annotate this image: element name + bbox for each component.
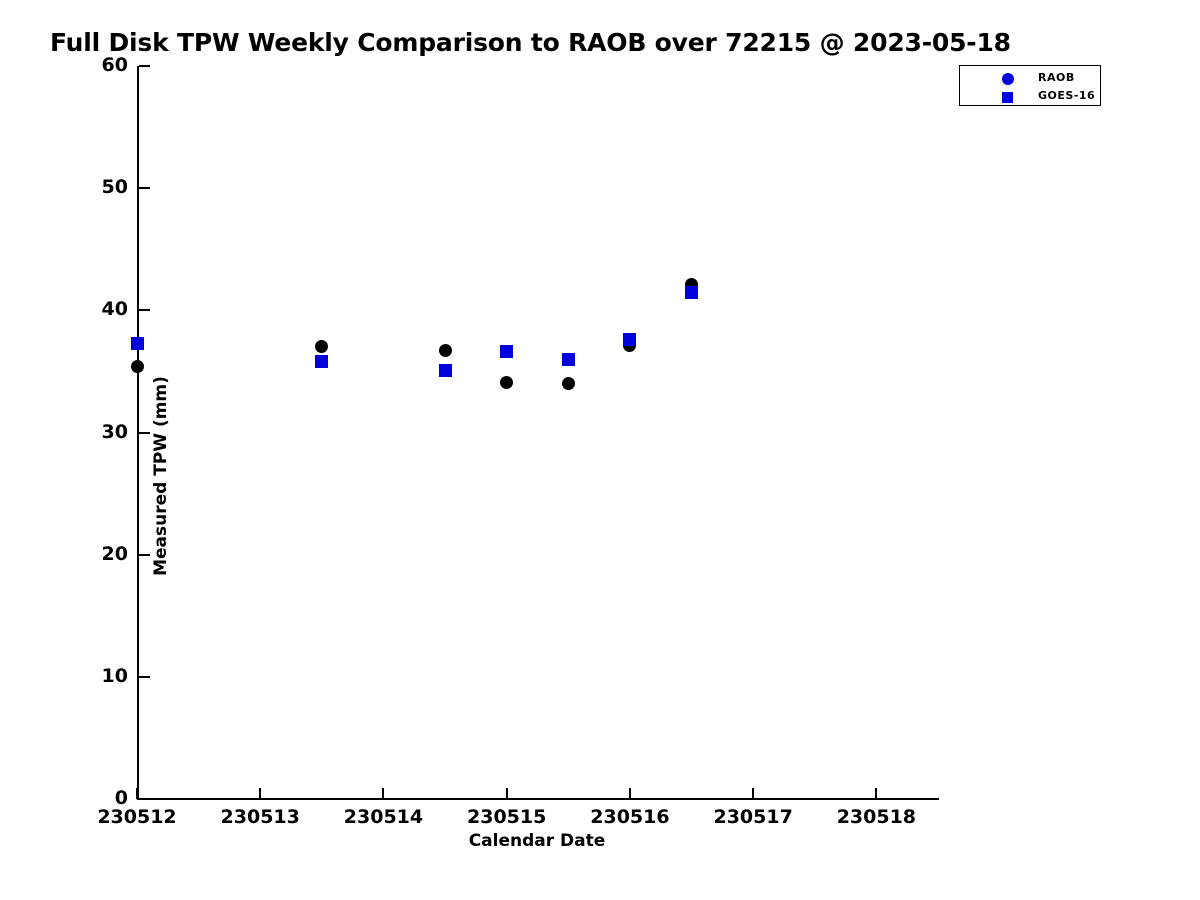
chart-legend: RAOB GOES-16 <box>959 65 1101 106</box>
x-axis-tick <box>505 788 508 799</box>
legend-label: GOES-16 <box>1038 89 1096 102</box>
x-axis-line <box>137 798 939 800</box>
y-axis-tick-label: 20 <box>101 542 128 565</box>
chart-title: Full Disk TPW Weekly Comparison to RAOB … <box>50 28 1011 57</box>
data-point-goes-16 <box>315 355 329 369</box>
y-axis-tick-label: 40 <box>101 298 128 321</box>
x-axis-label: Calendar Date <box>468 831 606 851</box>
legend-label: RAOB <box>1038 71 1075 84</box>
data-point-goes-16 <box>685 285 699 299</box>
data-point-raob <box>130 360 144 374</box>
data-point-raob <box>561 377 575 391</box>
y-axis-tick <box>139 553 150 556</box>
x-axis-tick <box>382 788 385 799</box>
data-point-raob <box>438 344 452 358</box>
data-point-raob <box>500 375 514 389</box>
y-axis-tick <box>139 187 150 190</box>
x-axis-tick-label: 230518 <box>836 806 917 828</box>
y-axis-tick-label: 50 <box>101 176 128 199</box>
x-axis-tick-label: 230513 <box>220 806 300 828</box>
y-axis-tick <box>139 309 150 312</box>
y-axis-label: Measured TPW (mm) <box>151 376 171 576</box>
x-axis-tick-label: 230514 <box>343 806 424 828</box>
y-axis-tick <box>139 431 150 434</box>
y-axis-tick-label: 30 <box>101 420 128 443</box>
data-point-raob <box>315 340 329 354</box>
data-point-goes-16 <box>438 363 452 377</box>
x-axis-tick-label: 230517 <box>713 806 793 828</box>
y-axis-tick-label: 0 <box>114 787 128 809</box>
x-axis-tick <box>752 788 755 799</box>
x-axis-tick-label: 230515 <box>467 806 547 828</box>
legend-item-goes-16[interactable]: GOES-16 <box>960 88 1102 107</box>
y-axis-tick <box>139 798 150 800</box>
data-point-goes-16 <box>561 352 575 366</box>
data-point-goes-16 <box>500 345 514 359</box>
x-axis-tick <box>875 788 878 799</box>
x-axis-tick <box>259 788 262 799</box>
x-axis-tick <box>628 788 631 799</box>
plot-area: Measured TPW (mm) <box>130 66 938 799</box>
data-point-goes-16 <box>130 336 144 350</box>
y-axis-tick <box>139 65 150 67</box>
x-axis-tick-label: 230516 <box>590 806 670 828</box>
legend-square-icon <box>1002 92 1013 103</box>
x-axis-tick-label: 230512 <box>97 806 177 828</box>
y-axis-line <box>137 66 139 800</box>
legend-circle-icon <box>1002 73 1014 85</box>
y-axis-tick <box>139 675 150 678</box>
x-axis-tick <box>136 788 138 799</box>
y-axis-tick-label: 60 <box>101 54 128 76</box>
y-axis-tick-label: 10 <box>101 664 128 687</box>
legend-item-raob[interactable]: RAOB <box>960 70 1102 89</box>
data-point-goes-16 <box>623 333 637 347</box>
